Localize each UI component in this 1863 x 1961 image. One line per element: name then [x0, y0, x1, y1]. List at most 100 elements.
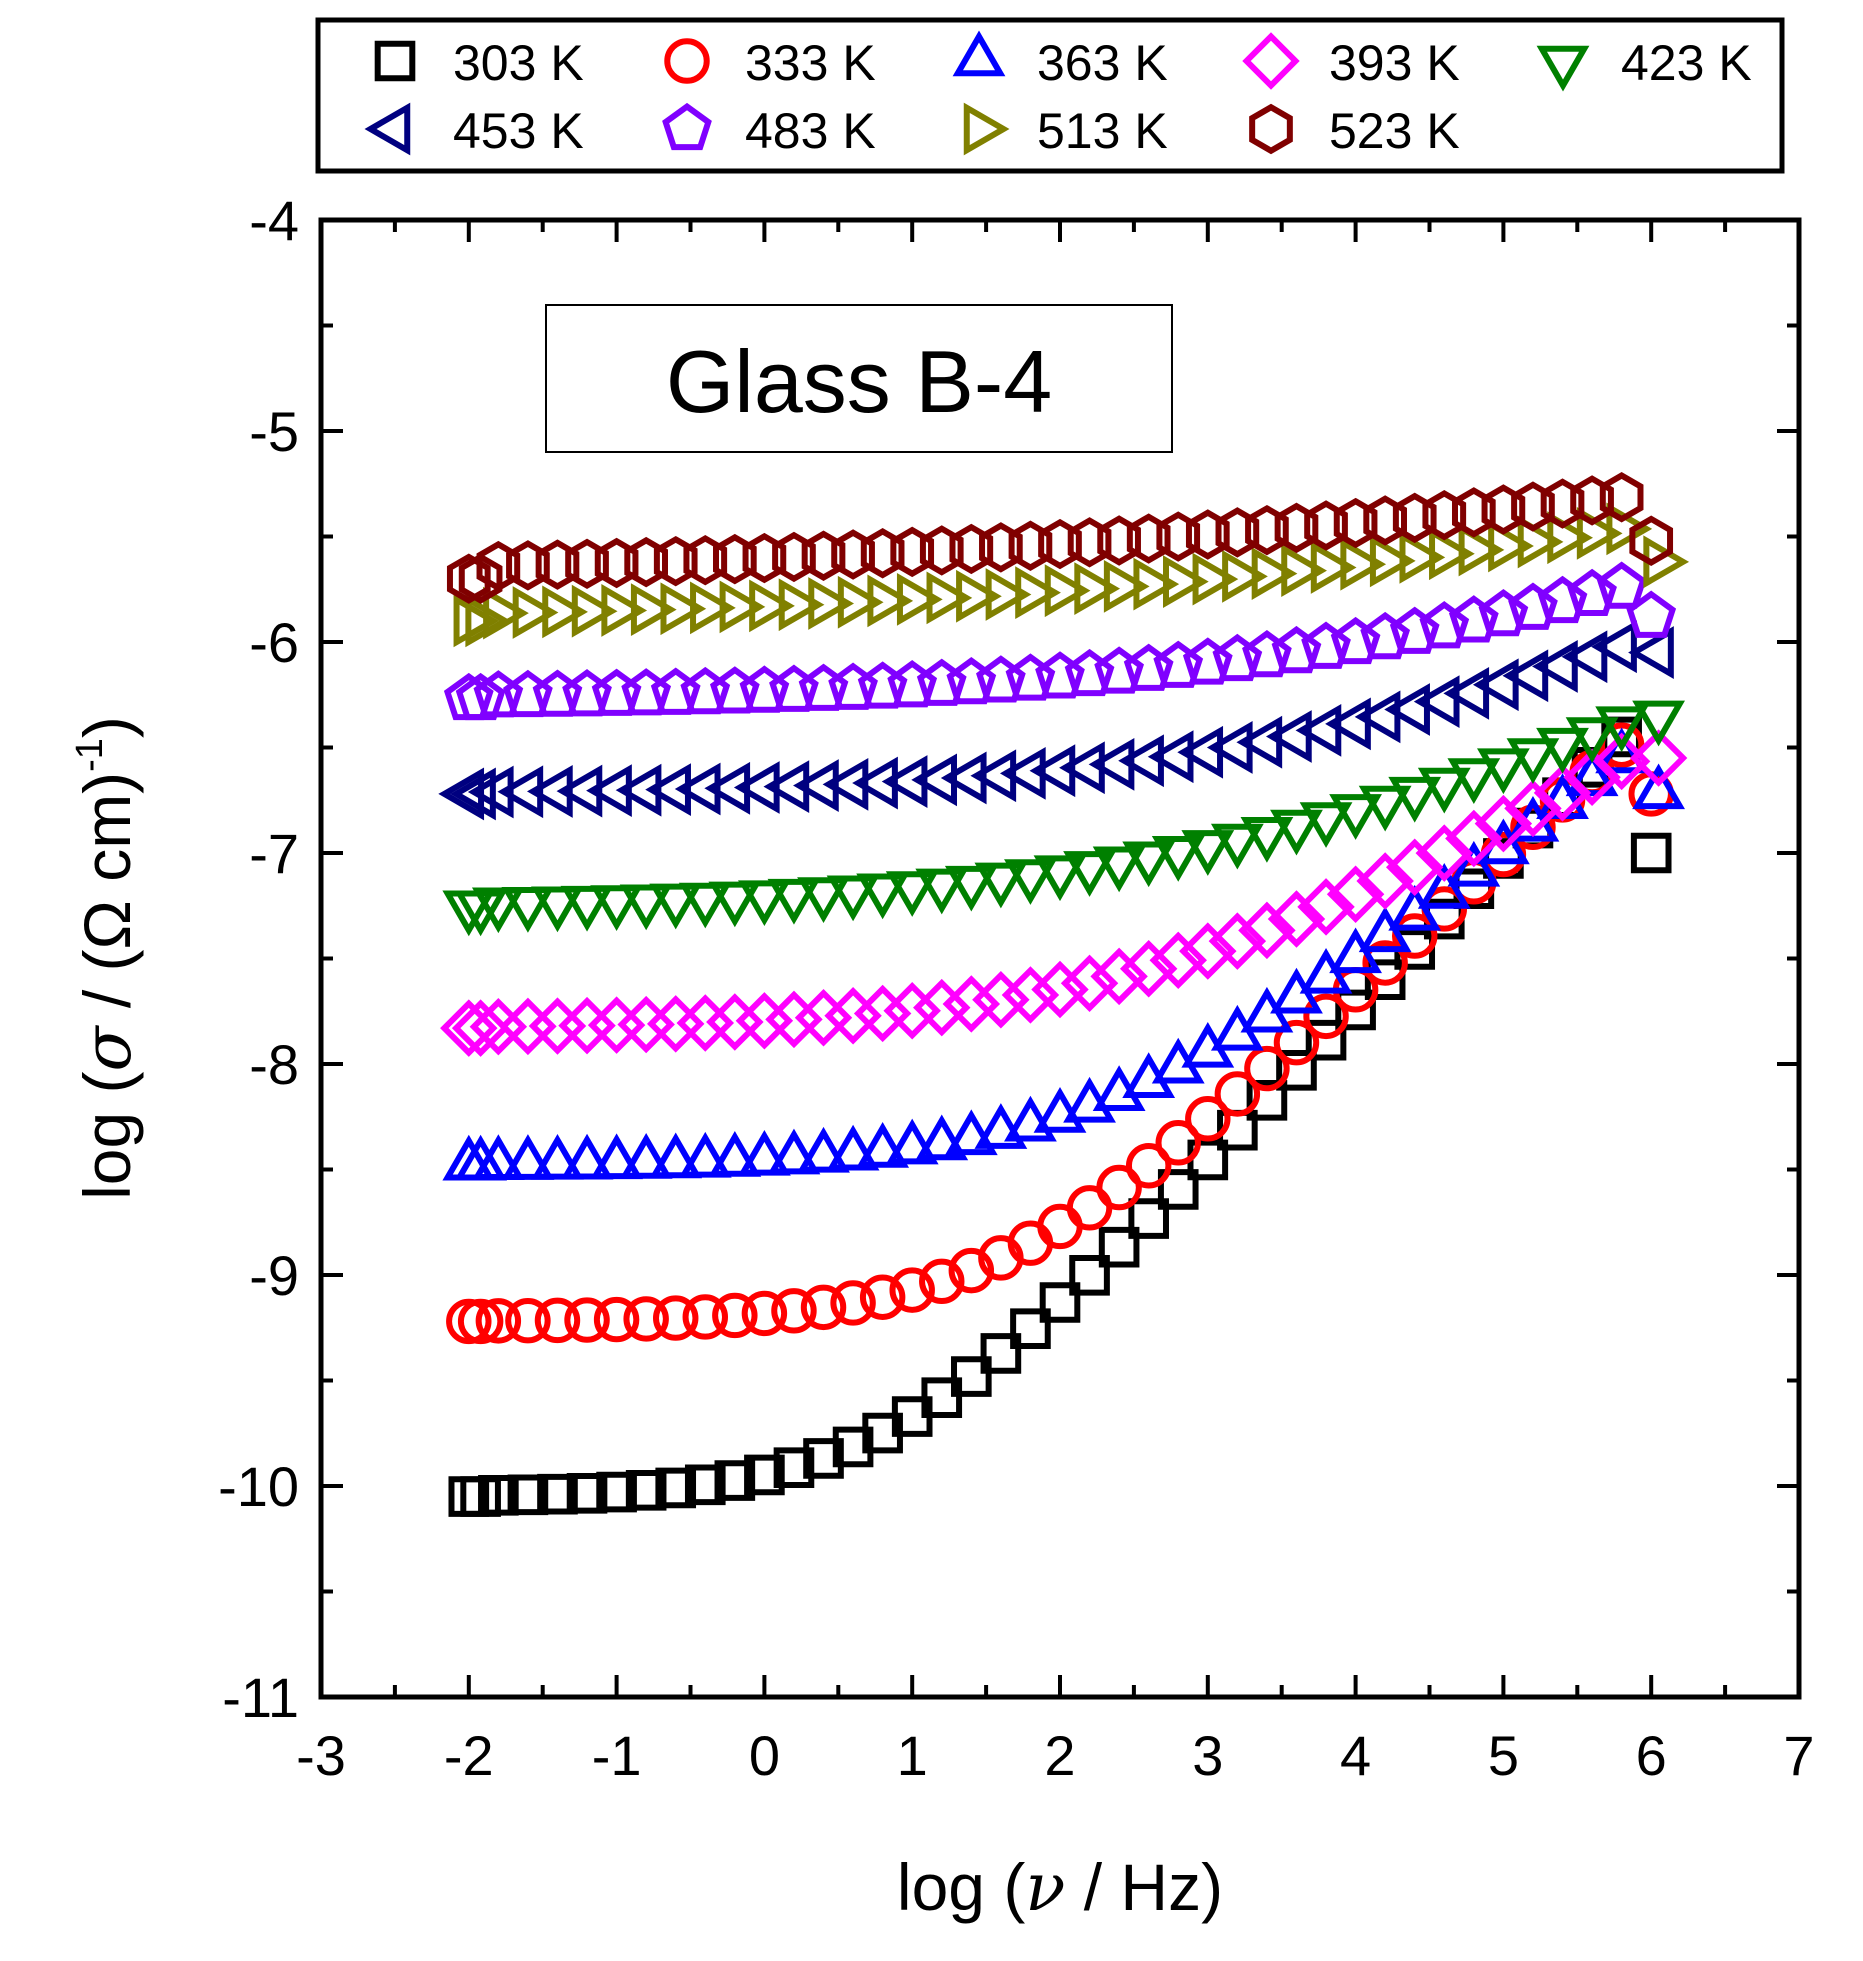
data-point — [1133, 557, 1180, 611]
data-point — [857, 661, 908, 709]
data-point — [1281, 544, 1327, 598]
data-point — [532, 669, 583, 717]
legend-item-453-k: 453 K — [364, 102, 584, 159]
legend-marker — [364, 102, 411, 156]
legend-label: 363 K — [1037, 35, 1168, 91]
data-point — [1565, 750, 1619, 797]
data-point — [593, 1296, 640, 1343]
data-point — [714, 1460, 756, 1501]
data-point — [985, 568, 1032, 621]
legend-marker — [1536, 45, 1590, 92]
data-point — [919, 525, 964, 576]
data-point — [615, 763, 662, 817]
data-point — [562, 669, 612, 717]
data-point — [1097, 515, 1141, 566]
data-point — [773, 1447, 815, 1489]
data-point — [566, 1472, 608, 1514]
data-point — [1212, 633, 1263, 682]
legend-marker — [664, 38, 710, 84]
annotation-frame — [545, 304, 1173, 453]
data-point — [1628, 626, 1674, 679]
data-point — [503, 669, 553, 718]
data-point — [1125, 1143, 1172, 1189]
x-tick-label: 7 — [1783, 1724, 1814, 1787]
data-point — [1537, 575, 1588, 624]
data-point — [537, 1473, 578, 1515]
data-point — [1210, 823, 1264, 870]
data-point — [1151, 835, 1205, 882]
data-point — [956, 569, 1002, 623]
data-point — [649, 1132, 703, 1179]
data-point — [1629, 515, 1674, 566]
data-point — [1015, 566, 1061, 620]
data-point — [1303, 993, 1349, 1040]
data-point — [706, 993, 764, 1051]
data-point — [1304, 500, 1348, 551]
data-point — [1064, 648, 1115, 697]
legend-item-423-k: 423 K — [1536, 35, 1752, 92]
legend-label: 453 K — [453, 103, 584, 159]
data-point — [1532, 640, 1578, 693]
x-tick-label: 4 — [1340, 1724, 1371, 1787]
data-point — [457, 1298, 504, 1345]
data-point — [853, 984, 912, 1043]
legend: 303 K 333 K 363 K 393 K 423 K 453 K 483 K 513 K… — [315, 17, 1785, 174]
data-point — [926, 571, 973, 625]
data-point — [528, 997, 587, 1055]
y-tick-label: -11 — [222, 1666, 299, 1729]
data-point — [1153, 640, 1204, 688]
data-point — [1488, 519, 1534, 573]
legend-marker — [1242, 32, 1300, 90]
legend-label: 393 K — [1329, 35, 1460, 91]
data-point — [862, 1412, 903, 1454]
y-tick-label: -6 — [249, 611, 299, 674]
data-point — [1074, 562, 1121, 615]
data-point — [1384, 683, 1430, 736]
data-point — [453, 594, 500, 648]
x-tick-labels: -3 -2 -1 0 1 2 3 4 5 6 7 — [296, 1724, 1814, 1787]
data-point — [974, 862, 1028, 909]
legend-marker — [1249, 103, 1293, 155]
data-point — [1192, 552, 1239, 606]
legend-label: 513 K — [1037, 103, 1168, 159]
data-point — [1098, 1226, 1140, 1268]
data-point — [471, 887, 525, 934]
data-point — [856, 873, 910, 920]
data-point — [946, 657, 997, 705]
data-point — [683, 534, 728, 586]
data-point — [1330, 616, 1381, 665]
legend-frame — [315, 17, 1785, 174]
data-point — [709, 666, 760, 714]
data-point — [1245, 504, 1289, 556]
data-point — [1301, 621, 1351, 669]
data-series — [438, 472, 1690, 1517]
data-point — [919, 1258, 965, 1305]
data-point — [887, 660, 938, 708]
data-point — [560, 1133, 614, 1180]
data-point — [1629, 729, 1688, 787]
data-point — [826, 875, 880, 922]
data-point — [526, 765, 573, 818]
series-423-k — [442, 700, 1685, 937]
data-point — [1090, 947, 1148, 1006]
data-point — [771, 1288, 817, 1334]
data-point — [765, 990, 823, 1049]
data-point — [831, 529, 875, 580]
data-point — [1157, 1169, 1199, 1210]
data-point — [1570, 475, 1614, 526]
data-point — [1010, 1308, 1051, 1349]
data-point — [1037, 1203, 1083, 1250]
data-point — [883, 982, 941, 1040]
data-point — [1413, 675, 1460, 729]
y-tick-label: -10 — [218, 1455, 299, 1518]
data-point — [601, 584, 648, 637]
data-point — [1385, 838, 1444, 896]
data-point — [1035, 651, 1085, 699]
data-point — [1092, 846, 1146, 893]
data-point — [713, 533, 757, 585]
data-point — [660, 582, 707, 636]
data-point — [1001, 966, 1060, 1024]
data-point — [1149, 931, 1207, 990]
data-point — [678, 1131, 732, 1178]
data-point — [1208, 912, 1267, 970]
